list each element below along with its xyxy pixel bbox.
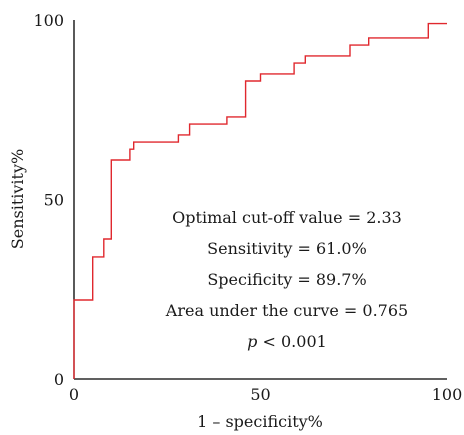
y-tick-label: 50 <box>44 191 64 210</box>
y-axis-label: Sensitivity% <box>8 149 27 249</box>
y-tick-labels: 0 50 100 <box>33 11 64 389</box>
annotation-specificity: Specificity = 89.7% <box>207 270 366 289</box>
p-symbol: p <box>247 332 257 351</box>
p-value-text: < 0.001 <box>257 332 326 351</box>
annotation-block: Optimal cut-off value = 2.33 Sensitivity… <box>165 208 408 351</box>
x-tick-label: 0 <box>69 385 79 404</box>
y-tick-label: 0 <box>54 370 64 389</box>
x-tick-label: 100 <box>432 385 463 404</box>
x-axis-label: 1 – specificity% <box>197 412 323 431</box>
annotation-cutoff: Optimal cut-off value = 2.33 <box>172 208 402 227</box>
annotation-p-value: p < 0.001 <box>247 332 327 351</box>
y-tick-label: 100 <box>33 11 64 30</box>
roc-curve <box>73 22 447 379</box>
annotation-sensitivity: Sensitivity = 61.0% <box>207 239 367 258</box>
annotation-auc: Area under the curve = 0.765 <box>165 301 408 320</box>
x-tick-label: 50 <box>250 385 270 404</box>
plot-area <box>73 20 447 380</box>
x-tick-labels: 0 50 100 <box>69 385 462 404</box>
